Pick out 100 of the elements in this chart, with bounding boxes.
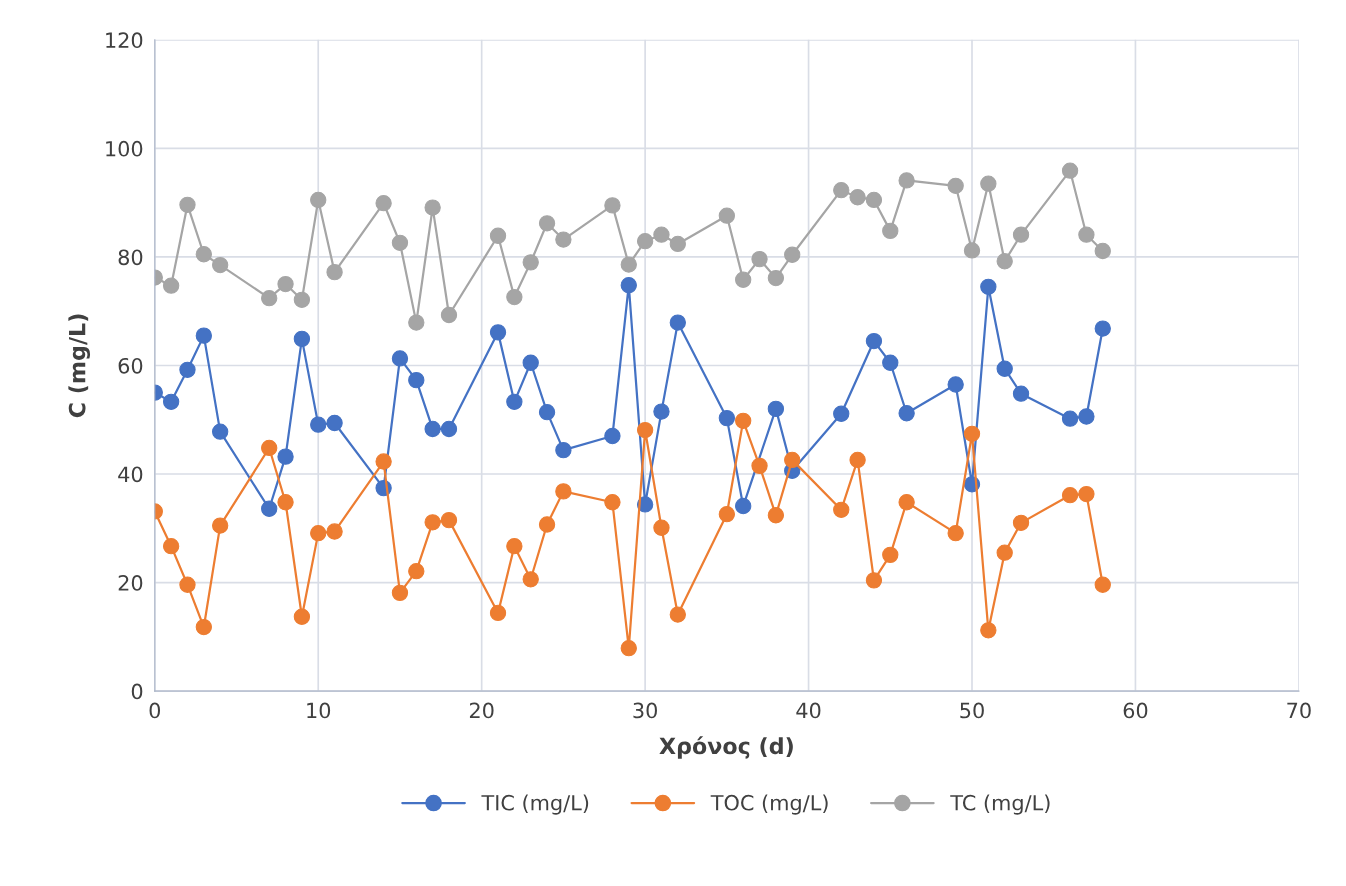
point: [604, 494, 621, 511]
point: [391, 584, 409, 602]
point: [555, 441, 572, 459]
y-tick-label: 20: [118, 575, 143, 591]
point: [1078, 408, 1095, 425]
point: [440, 306, 458, 324]
point: [1061, 162, 1079, 179]
point: [277, 448, 294, 465]
point: [735, 412, 752, 429]
point: [604, 197, 621, 214]
legend-label: TC (mg/L): [950, 794, 1050, 815]
y-tick-label: 80: [118, 249, 143, 266]
point: [996, 544, 1013, 561]
point: [653, 519, 670, 536]
point: [212, 517, 229, 534]
point: [489, 324, 507, 341]
point: [391, 234, 409, 251]
point: [620, 640, 637, 657]
point: [898, 172, 915, 189]
point: [162, 393, 180, 410]
point: [408, 314, 425, 331]
point: [489, 604, 507, 622]
point: [424, 514, 441, 531]
point: [293, 608, 311, 625]
point: [718, 207, 735, 224]
point: [375, 453, 392, 470]
point: [555, 231, 572, 248]
point: [947, 177, 964, 195]
point: [1012, 226, 1030, 243]
point: [767, 269, 785, 287]
y-tick-label: 120: [106, 32, 143, 49]
point: [1078, 485, 1095, 503]
point: [1061, 487, 1079, 504]
point: [310, 416, 327, 433]
point: [1012, 514, 1030, 532]
point: [261, 500, 278, 517]
point: [718, 506, 735, 523]
point: [963, 242, 981, 259]
point: [767, 400, 785, 418]
point: [538, 215, 556, 232]
x-tick-label: 30: [633, 702, 657, 719]
point: [996, 360, 1013, 377]
y-tick-label: 40: [118, 466, 143, 483]
point: [212, 423, 229, 440]
point: [653, 226, 670, 243]
point: [898, 405, 915, 422]
point: [751, 250, 768, 268]
point: [669, 235, 686, 253]
point: [669, 314, 686, 331]
point: [1012, 385, 1030, 402]
point: [506, 288, 523, 306]
point: [718, 409, 735, 427]
point: [440, 511, 458, 529]
x-tick-label: 0: [149, 702, 161, 719]
x-tick-label: 20: [469, 702, 494, 719]
point: [195, 618, 212, 636]
x-tick-label: 10: [307, 702, 331, 719]
point: [735, 271, 752, 288]
point: [636, 421, 654, 439]
point: [506, 538, 523, 555]
point: [882, 546, 899, 564]
point: [522, 254, 539, 271]
point: [326, 414, 343, 432]
point: [980, 175, 997, 192]
point: [310, 525, 327, 542]
point: [1094, 242, 1111, 260]
point: [424, 199, 441, 216]
point: [833, 405, 850, 422]
point: [179, 361, 196, 378]
point: [865, 191, 883, 209]
point: [882, 354, 899, 371]
point: [293, 291, 311, 308]
point: [898, 494, 915, 511]
point: [375, 195, 392, 212]
point: [424, 420, 441, 438]
point: [1061, 410, 1079, 427]
point: [555, 483, 572, 500]
point: [833, 182, 850, 199]
point: [1094, 576, 1111, 593]
point: [538, 516, 556, 533]
point: [751, 457, 768, 475]
point: [408, 371, 425, 389]
point: [506, 393, 523, 410]
point: [326, 523, 343, 540]
point: [277, 494, 294, 511]
x-axis-title: Χρόνος (d): [659, 736, 793, 759]
point: [653, 403, 670, 420]
point: [996, 253, 1013, 270]
point: [538, 403, 556, 421]
legend-label: TOC (mg/L): [710, 794, 828, 815]
y-tick-label: 100: [106, 140, 143, 157]
y-tick-label: 60: [118, 357, 143, 374]
point: [326, 263, 343, 281]
x-tick-label: 50: [960, 702, 984, 719]
point: [784, 246, 801, 263]
point: [195, 327, 212, 344]
point: [195, 246, 212, 263]
point: [767, 507, 785, 524]
point: [261, 439, 278, 457]
point: [980, 278, 997, 295]
